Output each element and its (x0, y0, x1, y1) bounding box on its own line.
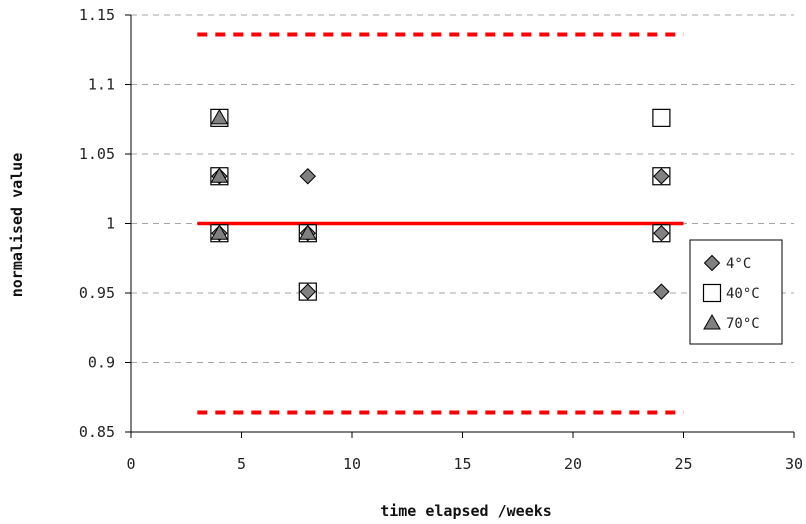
data-point (299, 283, 317, 300)
legend-marker (703, 254, 721, 272)
x-tick-label: 30 (785, 455, 803, 473)
x-tick-label: 20 (564, 455, 582, 473)
x-axis-title: time elapsed /weeks (380, 502, 552, 520)
x-tick-label: 25 (674, 455, 692, 473)
data-point (210, 108, 229, 125)
data-point (653, 225, 670, 242)
y-tick-label: 0.95 (79, 284, 115, 302)
legend-label: 4°C (726, 256, 751, 272)
data-point (299, 168, 317, 185)
legend-marker (703, 313, 721, 330)
y-tick-label: 0.85 (79, 423, 115, 441)
data-points (210, 108, 671, 301)
data-point (653, 168, 670, 185)
y-tick-label: 1.05 (79, 145, 115, 163)
reference-lines (197, 32, 684, 415)
legend: 4°C 40°C 70°C (689, 239, 783, 345)
y-tick-label: 1.15 (79, 6, 115, 24)
y-axis-title: normalised value (8, 153, 26, 298)
x-tick-label: 15 (453, 455, 471, 473)
x-tick-label: 0 (126, 455, 135, 473)
data-point (210, 167, 229, 183)
data-point (210, 224, 229, 240)
x-tick-label: 10 (343, 455, 361, 473)
data-point (652, 108, 671, 127)
data-point (298, 224, 317, 240)
legend-label: 70°C (726, 316, 760, 332)
y-tick-label: 0.9 (88, 354, 115, 372)
data-point (653, 283, 670, 300)
legend-marker (702, 283, 722, 303)
tick-labels: 0.85 0.9 0.95 1 1.05 1.1 1.15 0 5 10 15 20 25 30 (79, 6, 803, 473)
x-tick-label: 5 (237, 455, 246, 473)
y-tick-label: 1.1 (88, 76, 115, 94)
y-tick-label: 1 (106, 215, 115, 233)
axes (125, 14, 795, 438)
legend-label: 40°C (726, 286, 760, 302)
